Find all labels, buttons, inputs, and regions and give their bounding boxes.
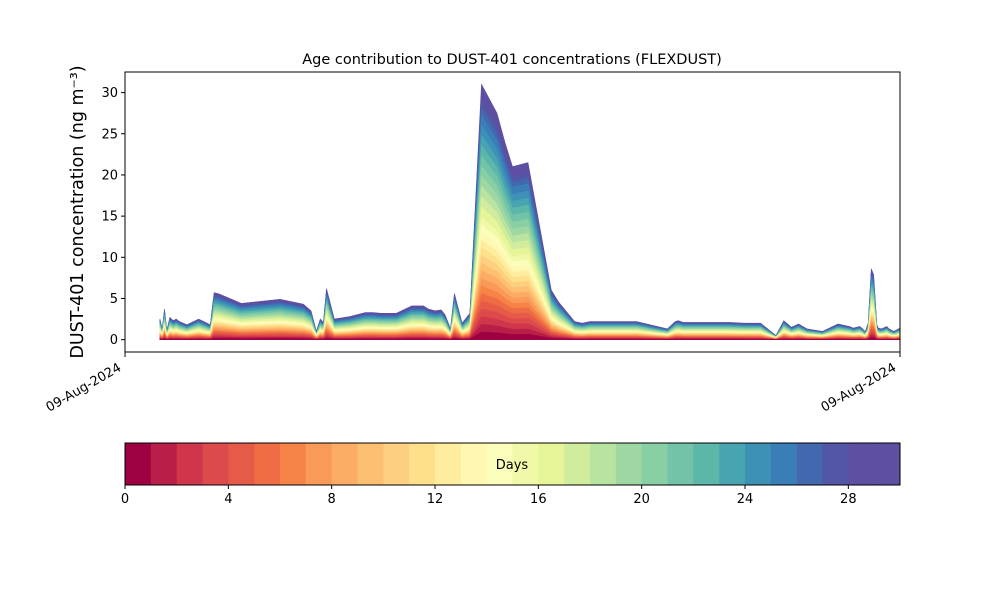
colorbar-swatch <box>770 443 798 485</box>
colorbar-label: Days <box>496 458 529 473</box>
chart-title: Age contribution to DUST-401 concentrati… <box>302 52 722 68</box>
colorbar-swatch <box>486 443 513 485</box>
colorbar-swatch <box>280 443 307 485</box>
colorbar-tick-label: 16 <box>530 492 547 507</box>
colorbar-frame <box>124 442 901 486</box>
colorbar-swatch <box>202 443 229 485</box>
x-tick-label: 09-Aug-2024 <box>819 360 899 415</box>
colorbar-swatch <box>538 443 565 485</box>
colorbar-swatch <box>228 443 255 485</box>
y-tick-label: 5 <box>110 292 118 307</box>
area-band-day-2 <box>159 316 901 340</box>
y-tick-label: 30 <box>101 86 118 101</box>
colorbar-tick-label: 12 <box>427 492 444 507</box>
area-band-day-0 <box>159 331 901 340</box>
colorbar-swatch <box>822 443 849 485</box>
colorbar: 0 4 8 12 16 20 24 28 <box>121 443 901 507</box>
colorbar-swatch <box>435 443 462 485</box>
y-tick-label: 15 <box>101 210 118 225</box>
area-band-day-1 <box>159 323 901 340</box>
colorbar-swatch <box>693 443 720 485</box>
colorbar-tick-label: 0 <box>121 492 129 507</box>
colorbar-swatch <box>305 443 333 485</box>
y-tick-label: 10 <box>101 251 118 266</box>
colorbar-swatch <box>590 443 617 485</box>
colorbar-swatch <box>512 443 539 485</box>
plot-frame <box>124 71 901 353</box>
colorbar-swatch <box>874 443 901 485</box>
colorbar-swatch <box>796 443 823 485</box>
colorbar-swatch <box>150 443 178 485</box>
colorbar-swatch <box>745 443 772 485</box>
colorbar-swatch <box>409 443 436 485</box>
colorbar-swatch <box>383 443 410 485</box>
colorbar-swatch <box>615 443 643 485</box>
colorbar-tick-label: 24 <box>737 492 754 507</box>
y-axis: 0 5 10 15 20 25 30 <box>101 86 125 348</box>
colorbar-swatch <box>254 443 281 485</box>
colorbar-swatch <box>460 443 488 485</box>
colorbar-tick-label: 28 <box>840 492 857 507</box>
colorbar-tick-label: 20 <box>633 492 650 507</box>
y-tick-label: 0 <box>110 333 118 348</box>
x-tick-label: 09-Aug-2024 <box>44 360 124 415</box>
colorbar-swatch <box>667 443 694 485</box>
colorbar-swatch <box>564 443 591 485</box>
x-axis: 09-Aug-2024 09-Aug-2024 <box>44 352 901 416</box>
stacked-areas <box>159 83 901 340</box>
colorbar-swatch <box>357 443 384 485</box>
colorbar-swatch <box>719 443 746 485</box>
colorbar-swatch <box>331 443 358 485</box>
y-axis-label: DUST-401 concentration (ng m⁻³) <box>68 65 88 358</box>
y-tick-label: 20 <box>101 168 118 183</box>
colorbar-swatch <box>125 443 152 485</box>
colorbar-swatch <box>176 443 203 485</box>
colorbar-tick-label: 8 <box>328 492 336 507</box>
area-band-day-3 <box>159 308 901 340</box>
y-tick-label: 25 <box>101 127 118 142</box>
colorbar-swatch <box>641 443 668 485</box>
colorbar-swatch <box>848 443 875 485</box>
colorbar-tick-label: 4 <box>224 492 232 507</box>
